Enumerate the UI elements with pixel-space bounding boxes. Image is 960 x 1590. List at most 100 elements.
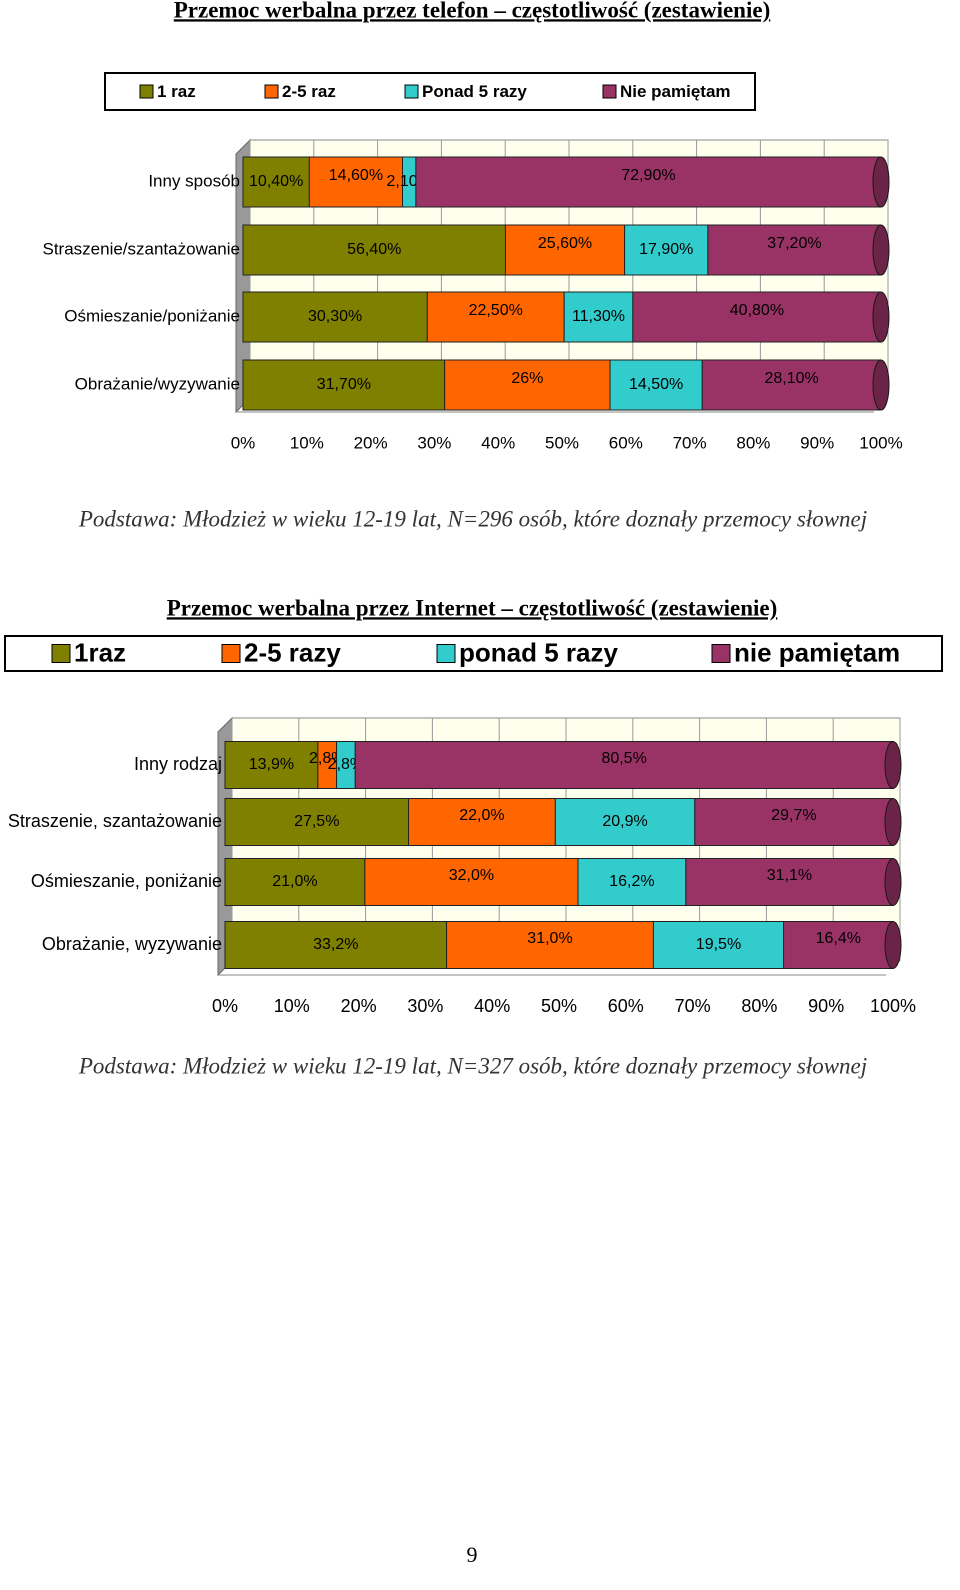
legend-swatch (264, 84, 279, 99)
x-tick-label: 0% (212, 996, 238, 1016)
value-label: 27,5% (294, 813, 339, 830)
legend-label: ponad 5 razy (459, 637, 618, 667)
legend-swatch (404, 84, 419, 99)
value-label: 33,2% (313, 936, 358, 953)
category-label: Straszenie/szantażowanie (42, 239, 240, 258)
value-label: 14,60% (329, 167, 383, 184)
category-label: Ośmieszanie, poniżanie (31, 871, 222, 891)
category-label: Inny sposób (148, 171, 240, 190)
legend-swatch (139, 84, 154, 99)
bar-end (884, 858, 902, 906)
bar-segment (242, 291, 428, 343)
value-label: 14,50% (629, 376, 683, 393)
bar-segment (609, 359, 703, 411)
x-tick-label: 30% (407, 996, 443, 1016)
bar-end (872, 291, 890, 343)
value-label: 16,2% (609, 873, 654, 890)
value-label: 31,70% (317, 376, 371, 393)
value-label: 20,9% (602, 813, 647, 830)
value-label: 19,5% (696, 936, 741, 953)
legend-swatch (51, 644, 71, 663)
value-label: 16,4% (816, 930, 861, 947)
value-label: 13,9% (249, 756, 294, 773)
bar-segment (632, 291, 882, 343)
bar-end (884, 741, 902, 789)
value-label: 32,0% (449, 867, 494, 884)
bar-segment (426, 291, 565, 343)
legend-label: 2-5 razy (244, 637, 341, 667)
legend-label: 1 raz (157, 82, 196, 101)
x-tick-label: 90% (800, 433, 834, 452)
legend-label: 1raz (74, 637, 126, 667)
bar-segment (563, 291, 634, 343)
chart-title: Przemoc werbalna przez Internet – często… (167, 595, 778, 620)
bar-segment (624, 224, 709, 276)
value-label: 17,90% (639, 241, 693, 258)
footnote: Podstawa: Młodzież w wieku 12-19 lat, N=… (78, 506, 867, 531)
bar-segment (354, 741, 894, 789)
x-tick-label: 70% (675, 996, 711, 1016)
value-label: 72,90% (621, 167, 675, 184)
bar-end (872, 359, 890, 411)
category-label: Obrażanie/wyzywanie (75, 374, 240, 393)
x-tick-label: 20% (354, 433, 388, 452)
category-label: Obrażanie, wyzywanie (42, 934, 222, 954)
legend-box (4, 635, 943, 672)
legend-label: 2-5 raz (282, 82, 336, 101)
bar-segment (783, 921, 894, 969)
x-tick-label: 60% (608, 996, 644, 1016)
x-tick-label: 20% (341, 996, 377, 1016)
bar-segment (242, 156, 310, 208)
value-label: 40,80% (730, 302, 784, 319)
bar-segment (554, 798, 696, 846)
value-label: 31,1% (767, 867, 812, 884)
category-label: Ośmieszanie/poniżanie (64, 306, 240, 325)
bar-segment (224, 921, 448, 969)
bar-segment (364, 858, 579, 906)
x-tick-label: 100% (870, 996, 916, 1016)
legend-label: nie pamiętam (734, 637, 900, 667)
value-label: 56,40% (347, 241, 401, 258)
bar-end (884, 921, 902, 969)
bar-segment (224, 741, 319, 789)
bar-segment (224, 858, 366, 906)
legend-swatch (221, 644, 241, 663)
x-tick-label: 30% (417, 433, 451, 452)
x-tick-label: 90% (808, 996, 844, 1016)
x-tick-label: 0% (231, 433, 256, 452)
value-label: 26% (511, 370, 543, 387)
chart-title: Przemoc werbalna przez telefon – częstot… (174, 0, 770, 22)
legend-label: Ponad 5 razy (422, 82, 527, 101)
x-tick-label: 10% (290, 433, 324, 452)
legend-swatch (602, 84, 617, 99)
value-label: 31,0% (527, 930, 572, 947)
bar-segment (652, 921, 785, 969)
value-label: 30,30% (308, 308, 362, 325)
value-label: 11,30% (572, 308, 625, 325)
x-tick-label: 80% (736, 433, 770, 452)
page-number: 9 (467, 1542, 478, 1567)
x-tick-label: 10% (274, 996, 310, 1016)
value-label: 28,10% (764, 370, 818, 387)
value-label: 25,60% (538, 235, 592, 252)
bar-segment (242, 224, 506, 276)
bar-segment (685, 858, 894, 906)
footnote: Podstawa: Młodzież w wieku 12-19 lat, N=… (78, 1053, 867, 1078)
value-label: 37,20% (767, 235, 821, 252)
legend-label: Nie pamiętam (620, 82, 731, 101)
x-tick-label: 50% (545, 433, 579, 452)
category-label: Straszenie, szantażowanie (8, 811, 222, 831)
bar-end (884, 798, 902, 846)
value-label: 29,7% (771, 807, 816, 824)
bar-segment (577, 858, 687, 906)
legend-box (104, 72, 756, 111)
bar-segment (694, 798, 894, 846)
bar-segment (504, 224, 626, 276)
legend-swatch (711, 644, 731, 663)
x-tick-label: 40% (474, 996, 510, 1016)
x-tick-label: 80% (741, 996, 777, 1016)
value-label: 22,50% (469, 302, 523, 319)
bar-segment (242, 359, 446, 411)
bar-segment (701, 359, 882, 411)
x-tick-label: 70% (673, 433, 707, 452)
